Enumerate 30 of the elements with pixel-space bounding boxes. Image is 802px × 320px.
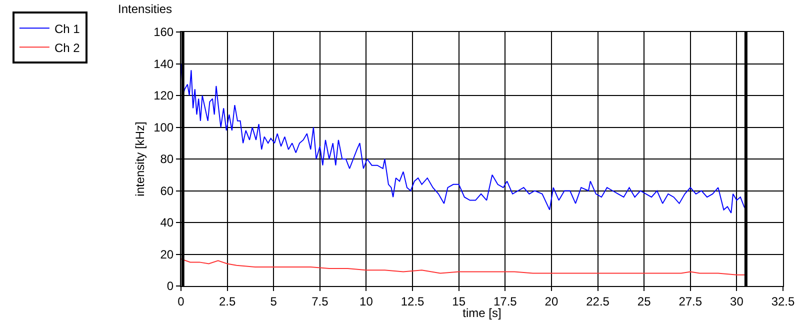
x-tick-label: 10 <box>360 294 374 308</box>
x-axis-title: time [s] <box>462 306 502 320</box>
chart-title: Intensities <box>118 2 172 16</box>
legend-label: Ch 1 <box>54 22 80 36</box>
y-tick-label: 40 <box>160 216 174 230</box>
line-series <box>181 63 746 214</box>
x-tick-label: 0 <box>178 294 185 308</box>
y-tick-label: 120 <box>154 88 174 103</box>
x-tick-label: 30 <box>730 294 744 308</box>
x-tick-label: 7.5 <box>312 294 329 308</box>
x-tick-label: 5 <box>270 294 278 308</box>
line-series <box>181 258 746 276</box>
y-axis-title: intensity [kHz] <box>132 122 147 196</box>
y-tick-label: 100 <box>154 120 174 134</box>
x-tick-label: 25 <box>637 294 652 308</box>
x-tick-label: 2.5 <box>218 294 236 308</box>
x-tick-label: 20 <box>544 294 558 308</box>
x-tick-label: 27.5 <box>678 294 702 308</box>
x-tick-label: 17.5 <box>493 294 518 308</box>
y-tick-label: 20 <box>160 247 174 262</box>
y-tick-label: 140 <box>154 56 174 71</box>
legend-label: Ch 2 <box>54 40 80 55</box>
y-tick-label: 0 <box>166 279 174 294</box>
y-tick-label: 80 <box>160 152 174 166</box>
x-tick-label: 12.5 <box>400 294 425 308</box>
y-tick-label: 60 <box>160 184 174 198</box>
x-tick-label: 15 <box>452 294 466 308</box>
x-tick-label: 32.5 <box>771 294 795 308</box>
y-tick-label: 160 <box>154 25 174 40</box>
x-tick-label: 22.5 <box>586 294 610 308</box>
